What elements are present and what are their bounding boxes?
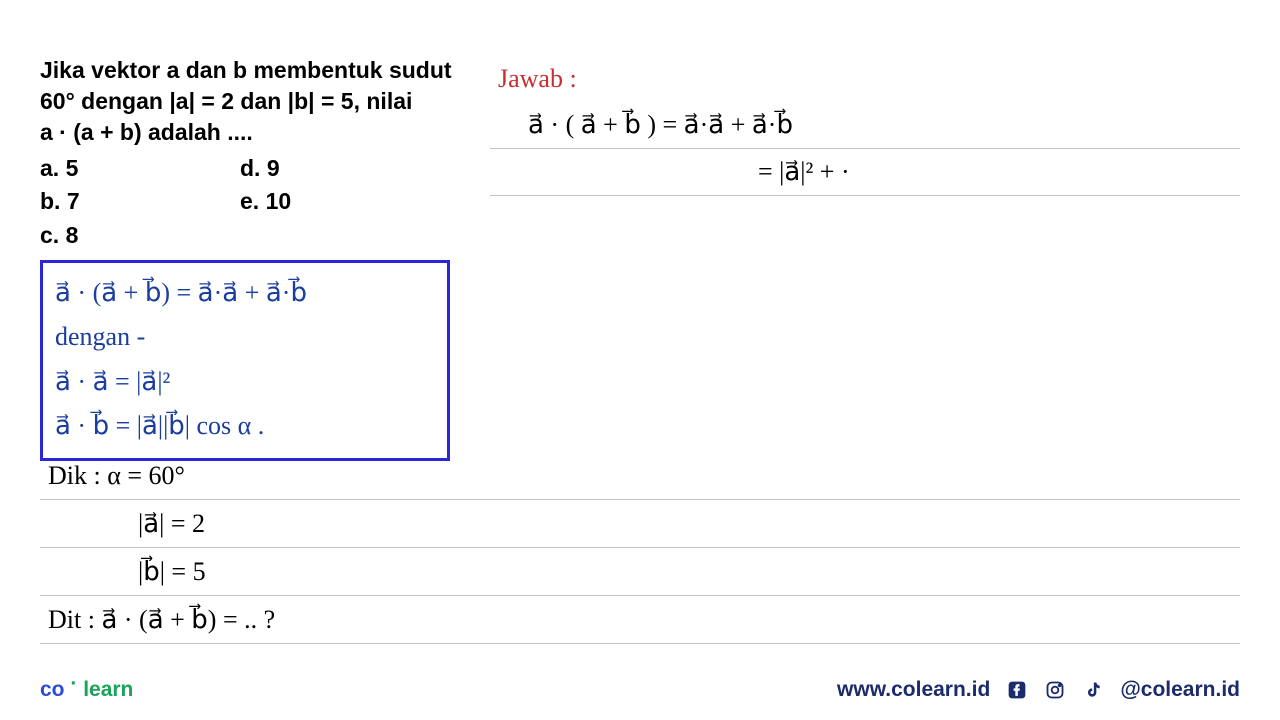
options-col-2: d. 9 e. 10 <box>240 152 440 252</box>
option-d: d. 9 <box>240 152 440 185</box>
footer: co · learn www.colearn.id @colearn.id <box>40 678 1240 702</box>
footer-handle: @colearn.id <box>1120 678 1240 702</box>
instagram-icon <box>1044 679 1066 701</box>
problem-line: 60° dengan |a| = 2 dan |b| = 5, nilai <box>40 86 470 117</box>
options-col-1: a. 5 b. 7 c. 8 <box>40 152 240 252</box>
problem-line: a · (a + b) adalah .... <box>40 117 470 148</box>
given-lines: Dik : α = 60° |a⃗| = 2 |b⃗| = 5 Dit : a⃗… <box>40 452 1240 644</box>
formula-line: a⃗ · (a⃗ + b⃗) = a⃗·a⃗ + a⃗·b⃗ <box>55 271 435 315</box>
given-a: |a⃗| = 2 <box>48 509 205 539</box>
logo: co · learn <box>40 678 133 702</box>
answer-line1: a⃗ · ( a⃗ + b⃗ ) = a⃗·a⃗ + a⃗·b⃗ <box>498 110 793 140</box>
formula-line: dengan - <box>55 315 435 359</box>
answer-work: Jawab : a⃗ · ( a⃗ + b⃗ ) = a⃗·a⃗ + a⃗·b⃗… <box>490 55 1240 196</box>
problem-statement: Jika vektor a dan b membentuk sudut 60° … <box>40 55 470 148</box>
footer-right: www.colearn.id @colearn.id <box>837 678 1240 702</box>
option-c: c. 8 <box>40 219 240 252</box>
facebook-icon <box>1006 679 1028 701</box>
logo-dot: · <box>65 672 84 695</box>
dit-label: Dit : a⃗ · (a⃗ + b⃗) = .. ? <box>48 605 275 635</box>
formula-box: a⃗ · (a⃗ + b⃗) = a⃗·a⃗ + a⃗·b⃗ dengan - … <box>40 260 450 461</box>
option-b: b. 7 <box>40 185 240 218</box>
option-e: e. 10 <box>240 185 440 218</box>
tiktok-icon <box>1082 679 1104 701</box>
formula-line: a⃗ · b⃗ = |a⃗||b⃗| cos α . <box>55 404 435 448</box>
answer-line2: = |a⃗|² + · <box>498 157 850 187</box>
problem-line: Jika vektor a dan b membentuk sudut <box>40 55 470 86</box>
given-b: |b⃗| = 5 <box>48 557 206 587</box>
footer-url: www.colearn.id <box>837 678 990 702</box>
formula-line: a⃗ · a⃗ = |a⃗|² <box>55 360 435 404</box>
logo-co: co <box>40 678 65 701</box>
answer-label: Jawab : <box>498 64 577 94</box>
option-a: a. 5 <box>40 152 240 185</box>
logo-learn: learn <box>83 678 133 701</box>
dik-label: Dik : α = 60° <box>48 461 185 491</box>
